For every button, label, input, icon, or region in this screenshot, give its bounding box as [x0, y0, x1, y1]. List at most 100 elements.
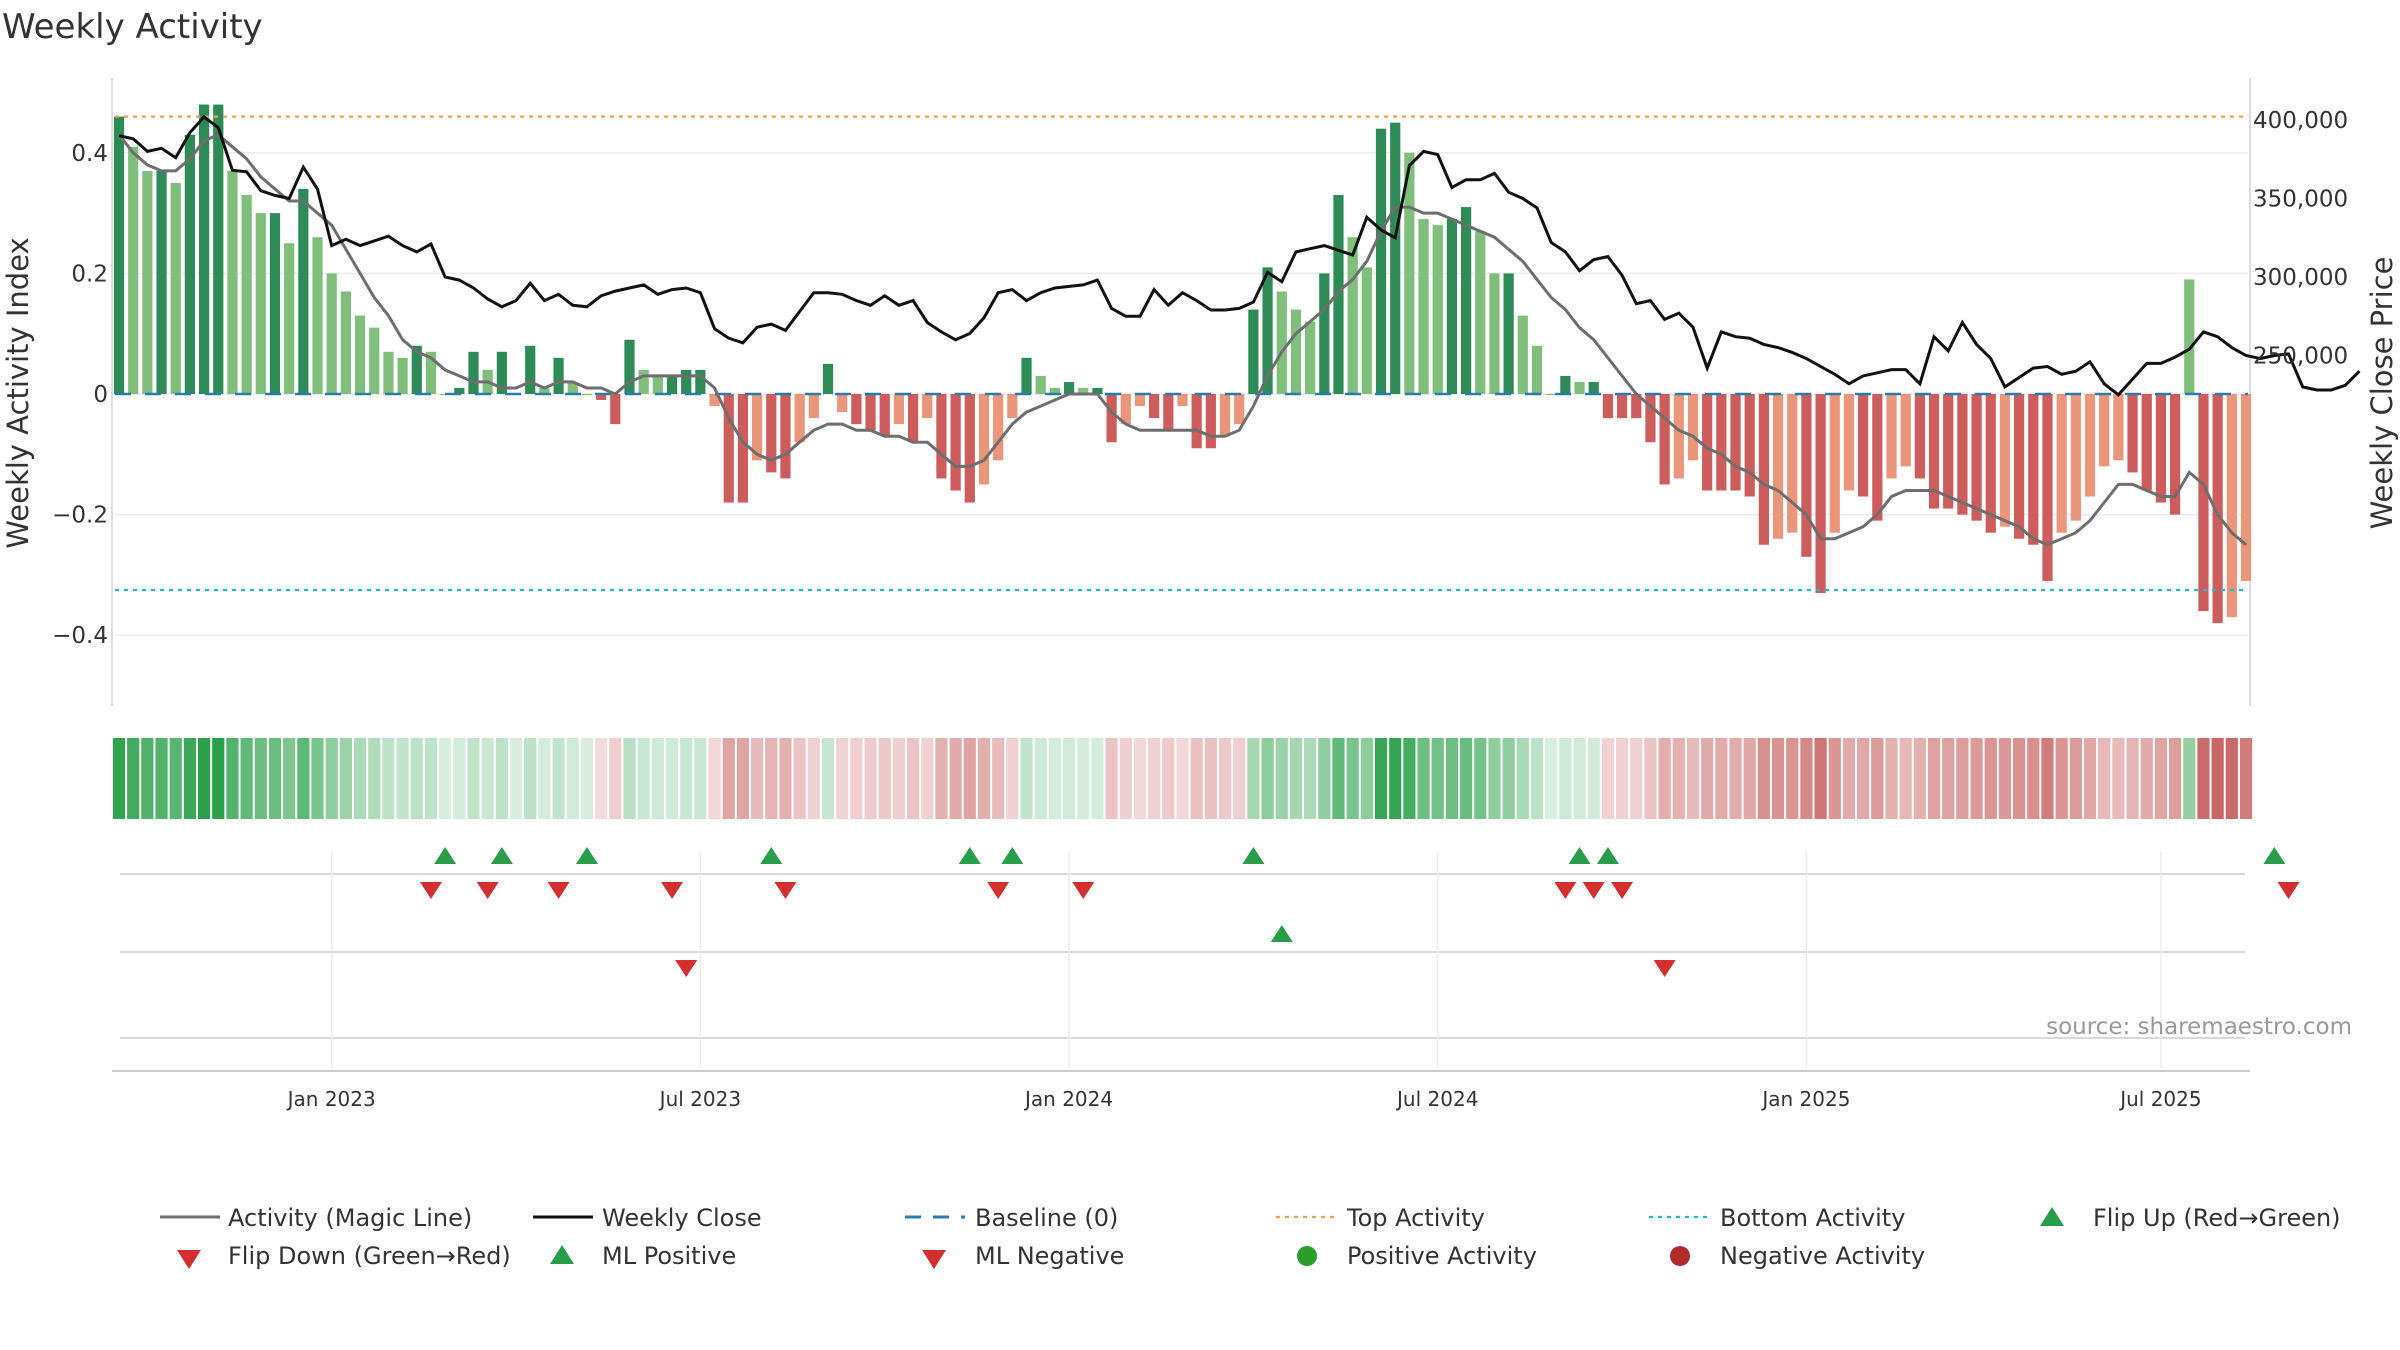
heat-strip-cell	[1601, 738, 1614, 819]
heat-strip-cell	[1176, 738, 1189, 819]
activity-bar	[1205, 394, 1216, 449]
heat-strip-cell	[1715, 738, 1728, 819]
heat-strip-cell	[949, 738, 962, 819]
activity-bar	[723, 394, 734, 503]
heat-strip-cell	[509, 738, 523, 819]
heat-strip-cell	[467, 738, 480, 819]
heat-strip-cell	[2112, 738, 2125, 819]
activity-bar	[1744, 394, 1755, 497]
heat-strip-cell	[183, 738, 196, 819]
activity-bar	[1276, 291, 1287, 394]
activity-bar	[638, 369, 649, 394]
legend: Activity (Magic Line) Weekly Close Basel…	[160, 1204, 2341, 1270]
activity-bar	[2042, 394, 2053, 581]
heat-strip-cell	[821, 738, 835, 819]
heat-strip-cell	[1842, 738, 1856, 819]
flip-up-marker	[760, 847, 783, 864]
heat-strip-cell	[637, 738, 650, 819]
heat-strip-cell	[524, 738, 537, 819]
activity-bar	[2113, 394, 2124, 461]
legend-label: ML Positive	[602, 1242, 736, 1270]
heat-strip-cell	[1545, 738, 1558, 819]
activity-bar	[1673, 394, 1684, 479]
heat-strip-cell	[1857, 738, 1870, 819]
heat-strip-cell	[424, 738, 438, 819]
activity-bar	[113, 116, 125, 395]
heat-strip-cell	[112, 738, 126, 819]
activity-bar	[1191, 394, 1202, 449]
heat-strip-cell	[212, 738, 225, 819]
activity-bar	[1262, 267, 1273, 394]
chart-title: Weekly Activity	[2, 7, 263, 47]
activity-bar	[879, 394, 890, 437]
heat-strip-cell	[1460, 738, 1473, 819]
activity-bar	[1858, 394, 1869, 497]
ml-positive-marker	[1270, 925, 1293, 942]
activity-bar	[2127, 394, 2138, 473]
activity-bar	[142, 170, 153, 394]
activity-bar	[2056, 394, 2067, 533]
heat-strip-cell	[977, 738, 991, 819]
activity-bar	[1446, 219, 1458, 394]
activity-bar	[567, 381, 578, 394]
heat-strip-cell	[1218, 738, 1232, 819]
activity-bar	[1007, 394, 1018, 419]
activity-bar	[354, 315, 366, 394]
activity-bar	[1503, 273, 1514, 394]
heat-strip-cell	[1743, 738, 1756, 819]
activity-heat-strip	[112, 738, 2253, 819]
legend-item-ml-positive: ML Positive	[550, 1242, 736, 1270]
heat-strip-cell	[2169, 738, 2182, 819]
activity-bar	[1631, 394, 1642, 419]
heat-strip-cell	[1318, 738, 1331, 819]
heat-strip-cell	[736, 738, 750, 819]
activity-bar	[340, 291, 351, 394]
heat-strip-cell	[1119, 738, 1132, 819]
heat-strip-cell	[623, 738, 636, 819]
flip-up-marker	[575, 847, 598, 864]
activity-bar	[596, 394, 607, 401]
heat-strip-cell	[807, 738, 820, 819]
activity-bar	[993, 394, 1004, 461]
activity-bar	[1333, 195, 1344, 394]
activity-bar	[950, 394, 961, 491]
activity-bar	[213, 104, 224, 394]
activity-bar	[1928, 394, 1940, 509]
heat-strip-cell	[382, 738, 395, 819]
heat-strip-cell	[1885, 738, 1898, 819]
heat-strip-cell	[495, 738, 508, 819]
activity-bar	[1418, 219, 1429, 394]
heat-strip-cell	[1190, 738, 1203, 819]
flip-up-marker	[490, 847, 513, 864]
heat-strip-cell	[1587, 738, 1600, 819]
activity-bar	[397, 357, 408, 394]
heat-strip-cell	[538, 738, 551, 819]
activity-bar	[383, 351, 394, 394]
heat-strip-cell	[1133, 738, 1147, 819]
heat-strip-cell	[1233, 738, 1246, 819]
activity-bar	[1801, 394, 1812, 557]
heat-strip-cell	[254, 738, 267, 819]
flip-down-marker	[987, 882, 1010, 899]
activity-bar	[581, 394, 593, 395]
heat-strip-cell	[1871, 738, 1884, 819]
flip-down-marker	[547, 882, 570, 899]
heat-strip-cell	[1757, 738, 1770, 819]
activity-bar	[1234, 394, 1245, 425]
activity-bar	[1460, 207, 1472, 394]
heat-strip-cell	[2183, 738, 2196, 819]
heat-strip-cell	[297, 738, 310, 819]
heat-strip-cell	[226, 738, 239, 819]
heat-strip-cell	[1573, 738, 1586, 819]
flip-down-icon	[177, 1250, 201, 1269]
heat-strip-cell	[651, 738, 664, 819]
activity-bar	[709, 394, 720, 407]
heat-strip-cell	[680, 738, 693, 819]
heat-strip-cell	[453, 738, 466, 819]
activity-bar	[1063, 381, 1075, 394]
flip-down-marker	[774, 882, 797, 899]
legend-item-positive-activity: Positive Activity	[1297, 1242, 1537, 1270]
left-y-tick: −0.4	[52, 623, 108, 649]
heat-strip-cell	[1701, 738, 1714, 819]
heat-strip-cell	[1289, 738, 1303, 819]
